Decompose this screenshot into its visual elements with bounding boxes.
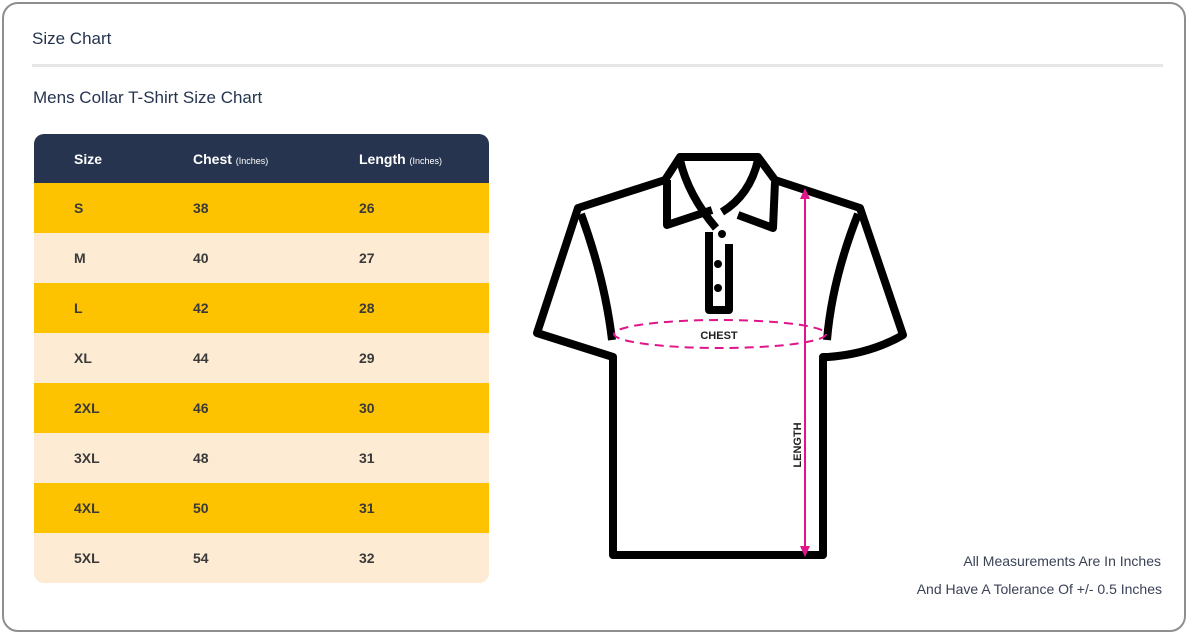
header-size: Size	[74, 150, 103, 167]
cell-chest: 40	[193, 250, 209, 266]
header-length: Length (Inches)	[359, 150, 443, 167]
cell-length: 32	[359, 550, 375, 566]
cell-size: 2XL	[74, 400, 100, 416]
cell-length: 27	[359, 250, 375, 266]
panel-title: Size Chart	[32, 29, 112, 48]
table-row: L 42 28	[34, 283, 489, 333]
chest-label: CHEST	[700, 330, 738, 342]
cell-size: 3XL	[74, 450, 100, 466]
cell-chest: 54	[193, 550, 209, 566]
cell-size: S	[74, 200, 84, 216]
cell-length: 28	[359, 300, 375, 316]
chest-measure-line	[613, 319, 827, 349]
cell-size: 4XL	[74, 500, 100, 516]
cell-size: XL	[74, 350, 92, 366]
table-header: Size Chest (Inches) Length (Inches)	[34, 134, 489, 183]
cell-chest: 50	[193, 500, 209, 516]
cell-length: 31	[359, 450, 375, 466]
length-label: LENGTH	[792, 422, 804, 467]
cell-size: M	[74, 250, 86, 266]
chart-subtitle: Mens Collar T-Shirt Size Chart	[33, 88, 263, 107]
cell-size: L	[74, 300, 83, 316]
cell-chest: 48	[193, 450, 209, 466]
cell-chest: 38	[193, 200, 209, 216]
table-row: S 38 26	[34, 183, 489, 233]
size-table: Size Chest (Inches) Length (Inches) S 38 2…	[34, 134, 489, 583]
note-tolerance: And Have A Tolerance Of +/- 0.5 Inches	[916, 581, 1162, 597]
cell-chest: 46	[193, 400, 209, 416]
table-row: 5XL 54 32	[34, 533, 489, 583]
table-row: M 40 27	[34, 233, 489, 283]
cell-size: 5XL	[74, 550, 100, 566]
header-chest: Chest (Inches)	[193, 150, 269, 167]
cell-chest: 44	[193, 350, 209, 366]
table-row: 3XL 48 31	[34, 433, 489, 483]
table-row: XL 44 29	[34, 333, 489, 383]
table-row: 4XL 50 31	[34, 483, 489, 533]
note-measurements: All Measurements Are In Inches	[963, 553, 1161, 569]
buttons	[714, 230, 726, 292]
cell-chest: 42	[193, 300, 209, 316]
tshirt-outline	[533, 153, 907, 559]
table-row: 2XL 46 30	[34, 383, 489, 433]
divider	[32, 64, 1163, 67]
cell-length: 29	[359, 350, 375, 366]
length-arrow	[800, 188, 810, 557]
cell-length: 31	[359, 500, 375, 516]
cell-length: 26	[359, 200, 375, 216]
cell-length: 30	[359, 400, 375, 416]
